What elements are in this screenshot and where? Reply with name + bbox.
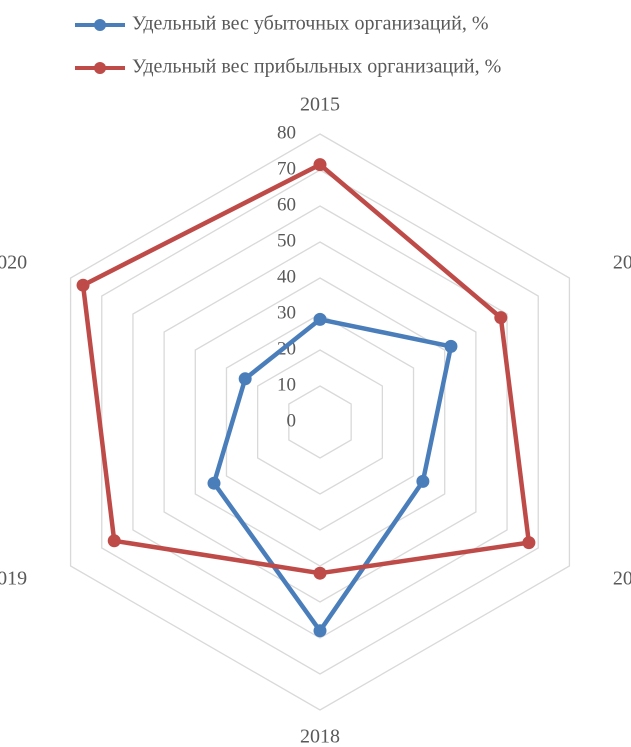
r-tick-label: 60 <box>277 194 296 215</box>
point <box>416 474 430 488</box>
point <box>107 534 121 548</box>
point <box>238 372 252 386</box>
grid-ring <box>132 205 508 639</box>
legend-marker <box>94 19 106 31</box>
r-tick-label: 10 <box>277 374 296 395</box>
series-line <box>80 162 532 576</box>
point <box>313 312 327 326</box>
grid-ring <box>69 133 571 711</box>
series-line <box>211 317 454 634</box>
r-tick-label: 30 <box>277 302 296 323</box>
point <box>313 624 327 638</box>
point <box>207 476 221 490</box>
category-label: 2019 <box>0 568 27 590</box>
legend-label: Удельный вес прибыльных организаций, % <box>132 56 501 78</box>
category-label: 2016 <box>613 252 631 274</box>
grid-ring <box>101 169 539 675</box>
legend-label: Удельный вес убыточных организаций, % <box>132 13 488 35</box>
grid-ring <box>256 349 384 495</box>
grid-ring <box>163 241 477 603</box>
point <box>444 339 458 353</box>
category-label: 2017 <box>613 568 631 590</box>
r-tick-label: 70 <box>277 158 296 179</box>
category-label: 2018 <box>300 726 340 747</box>
category-label: 2015 <box>300 94 340 116</box>
point <box>522 536 536 550</box>
r-tick-label: 80 <box>277 122 296 143</box>
grid-ring <box>225 313 415 531</box>
point <box>76 278 90 292</box>
r-tick-label: 40 <box>277 266 296 287</box>
point <box>313 566 327 580</box>
point <box>313 158 327 172</box>
point <box>494 311 508 325</box>
r-tick-label: 50 <box>277 230 296 251</box>
grid-ring <box>288 385 352 459</box>
r-tick-label: 0 <box>287 410 297 431</box>
grid-ring <box>194 277 446 567</box>
legend-marker <box>94 62 106 74</box>
